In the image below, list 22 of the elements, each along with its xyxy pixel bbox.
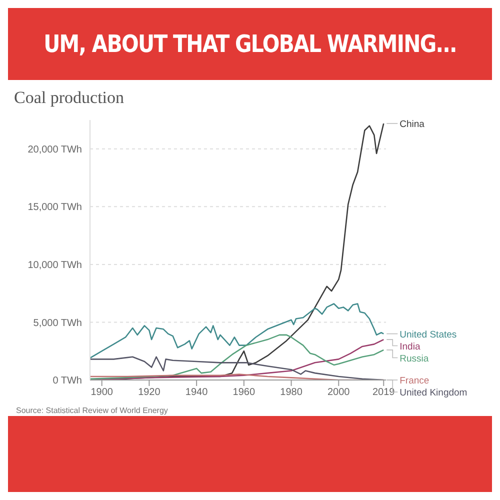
series-label: France — [400, 376, 430, 386]
y-tick-label: 10,000 TWh — [28, 260, 82, 271]
chart-title: UM, ABOUT THAT GLOBAL WARMING... — [44, 29, 456, 60]
series-label: India — [400, 341, 421, 352]
y-tick-label: 5,000 TWh — [33, 318, 82, 329]
line-series — [90, 303, 384, 359]
x-tick-label: 1900 — [90, 387, 114, 398]
x-tick-label: 2019 — [372, 387, 396, 398]
x-tick-label: 1940 — [185, 387, 208, 398]
y-tick-label: 0 TWh — [52, 376, 82, 387]
y-tick-label: 20,000 TWh — [28, 144, 82, 156]
series-label: United States — [400, 329, 457, 340]
y-tick-label: 15,000 TWh — [28, 202, 82, 214]
source-note: Source: Statistical Review of World Energy — [15, 405, 169, 415]
chart-subtitle: Coal production — [13, 87, 126, 109]
x-tick-label: 1920 — [138, 387, 161, 398]
x-tick-label: 2000 — [328, 387, 350, 398]
series-label: United Kingdom — [400, 388, 468, 398]
series-label: Russia — [400, 353, 430, 364]
x-tick-label: 1980 — [280, 387, 303, 398]
series-label: China — [400, 118, 426, 130]
x-tick-label: 1960 — [232, 387, 256, 398]
